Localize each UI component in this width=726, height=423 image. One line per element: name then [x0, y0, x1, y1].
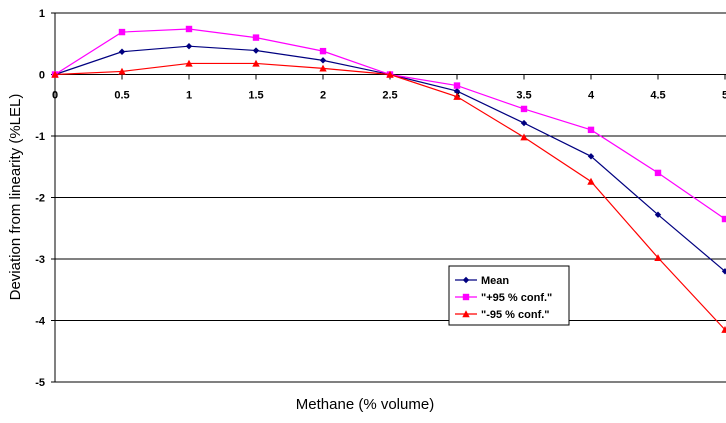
y-tick-label: -5 — [35, 377, 45, 389]
legend-marker — [462, 293, 470, 301]
x-tick-label: 2 — [320, 90, 326, 102]
legend: Mean "+95 % conf." "-95 % conf." — [448, 265, 570, 326]
data-point — [520, 133, 528, 141]
data-point — [319, 57, 327, 64]
y-axis-title: Deviation from linearity (%LEL) — [7, 94, 24, 301]
data-point — [520, 105, 528, 113]
data-point — [252, 34, 260, 41]
x-tick-label: 1 — [186, 90, 192, 102]
data-point — [721, 268, 726, 275]
data-point — [453, 82, 461, 89]
data-point — [386, 70, 394, 78]
data-point — [118, 28, 126, 36]
x-tick-label: 5 — [722, 90, 726, 102]
legend-marker — [462, 276, 470, 284]
y-tick-label: 1 — [39, 8, 45, 20]
data-point — [185, 43, 193, 50]
data-point — [721, 326, 726, 333]
y-tick-labels: 1 0 -1 -2 -3 -4 -5 — [35, 8, 46, 389]
y-tick-label: -4 — [35, 316, 46, 328]
data-point — [185, 59, 193, 67]
data-point — [185, 25, 193, 33]
x-axis-title: Methane (% volume) — [296, 396, 434, 413]
y-tick-label: -1 — [35, 131, 45, 143]
data-point — [51, 70, 59, 78]
x-tick-label: 2.5 — [382, 90, 397, 102]
data-point — [654, 169, 662, 177]
x-tick-label: 0 — [52, 90, 58, 102]
x-tick-label: 4.5 — [650, 90, 665, 102]
data-point — [453, 87, 461, 95]
data-point — [654, 254, 662, 261]
data-point — [252, 59, 260, 67]
data-point — [252, 47, 260, 54]
data-point — [118, 67, 126, 75]
legend-label: Mean — [481, 275, 509, 287]
x-tick-label: 1.5 — [248, 90, 263, 102]
data-point — [587, 126, 595, 134]
y-tick-label: 0 — [39, 70, 45, 82]
series-minus-95 — [51, 59, 726, 333]
gridlines — [55, 12, 726, 383]
data-point — [587, 153, 595, 160]
data-point — [453, 92, 461, 100]
x-tick-labels: 00.511.522.533.544.55 — [52, 90, 726, 102]
y-tick-label: -3 — [35, 254, 45, 266]
y-tick-label: -2 — [35, 193, 45, 205]
legend-label: "-95 % conf." — [481, 309, 550, 321]
data-point — [319, 47, 327, 55]
series-group — [51, 25, 726, 333]
data-point — [118, 48, 126, 55]
data-point — [721, 215, 726, 223]
legend-marker — [462, 310, 470, 318]
x-tick-label: 4 — [588, 90, 595, 102]
data-point — [520, 119, 528, 127]
data-point — [654, 211, 662, 218]
data-point — [587, 177, 595, 185]
x-tick-label: 0.5 — [114, 90, 129, 102]
legend-label: "+95 % conf." — [481, 292, 552, 304]
data-point — [319, 64, 327, 72]
x-tick-label: 3.5 — [516, 90, 531, 102]
